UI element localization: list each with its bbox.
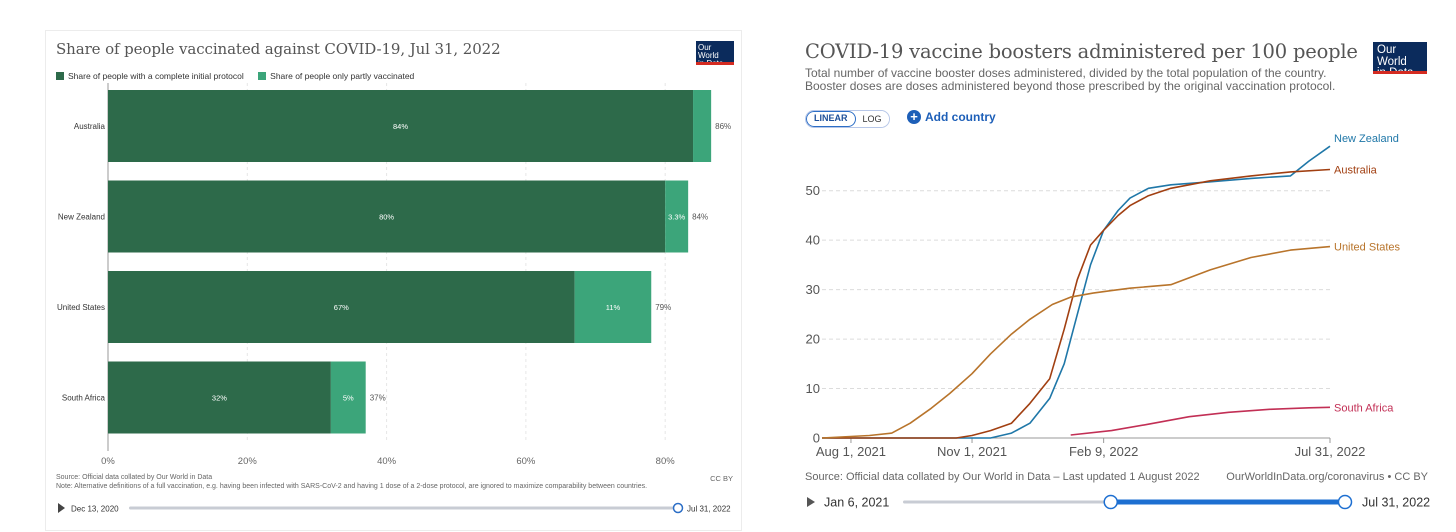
category-label: South Africa: [62, 394, 106, 403]
add-country-label: Add country: [925, 110, 996, 124]
note-text: Note: Alternative definitions of a full …: [56, 483, 648, 490]
timeline-handle[interactable]: [672, 502, 684, 514]
license-text: CC BY: [710, 474, 733, 483]
bar-value-label: 80%: [379, 213, 394, 222]
bar-segment[interactable]: [693, 90, 712, 162]
x-tick-label: Jul 31, 2022: [1295, 444, 1366, 459]
x-tick-label: 40%: [377, 456, 397, 467]
legend-item-complete[interactable]: Share of people with a complete initial …: [56, 71, 244, 81]
logo-line-1: Our World: [698, 43, 719, 60]
plus-icon: +: [907, 110, 921, 124]
bar-segment[interactable]: [574, 271, 652, 343]
timeline-end-handle[interactable]: [1337, 494, 1353, 510]
left-chart-panel: Share of people vaccinated against COVID…: [45, 30, 742, 531]
right-timeline: Jan 6, 2021 Jul 31, 2022: [805, 493, 1430, 511]
y-tick-label: 10: [806, 381, 820, 396]
category-label: United States: [57, 303, 105, 312]
scale-toggle: LINEAR LOG: [805, 110, 890, 128]
bar-value-label: 11%: [606, 303, 621, 312]
bar-segment[interactable]: [665, 180, 689, 253]
x-tick-label: 80%: [656, 456, 676, 467]
timeline-selected-range[interactable]: [1110, 499, 1345, 505]
owid-logo[interactable]: Our World in Data: [1373, 42, 1427, 79]
x-tick-label: 60%: [516, 456, 536, 467]
bar-total-label: 37%: [370, 394, 386, 403]
y-tick-label: 40: [806, 233, 820, 248]
legend-swatch: [258, 72, 267, 80]
bar-segment[interactable]: [108, 90, 694, 162]
x-tick-label: 0%: [101, 456, 115, 467]
bar-value-label: 5%: [343, 394, 354, 403]
legend-item-partial[interactable]: Share of people only partly vaccinated: [258, 71, 414, 81]
bar-value-label: 32%: [212, 394, 227, 403]
series-label[interactable]: United States: [1334, 242, 1401, 254]
category-label: New Zealand: [58, 213, 105, 222]
legend-label: Share of people only partly vaccinated: [270, 71, 415, 81]
category-label: Australia: [74, 122, 106, 131]
series-line[interactable]: [822, 145, 1331, 439]
series-label[interactable]: New Zealand: [1334, 133, 1399, 145]
y-tick-label: 50: [806, 183, 820, 198]
series-label[interactable]: Australia: [1334, 164, 1378, 176]
timeline-start-handle[interactable]: [1103, 494, 1118, 510]
bar-segment[interactable]: [108, 361, 331, 434]
x-tick-label: 20%: [238, 456, 258, 467]
timeline-start-label: Jan 6, 2021: [824, 496, 889, 510]
series-line[interactable]: [821, 245, 1331, 439]
bar-total-label: 79%: [655, 303, 671, 312]
x-tick-label: Aug 1, 2021: [816, 444, 886, 459]
bar-segment[interactable]: [330, 361, 366, 434]
bar-total-label: 84%: [692, 213, 708, 222]
stacked-bar-chart: 0% 20% 40% 60% 80% Australia 84% 86% New Zealand…: [57, 83, 731, 467]
timeline-end-label: Jul 31, 2022: [1362, 496, 1430, 510]
bar-value-label: 84%: [393, 122, 408, 131]
timeline-start-label: Dec 13, 2020: [71, 505, 119, 514]
legend-label: Share of people with a complete initial …: [68, 71, 244, 81]
right-chart-title: COVID-19 vaccine boosters administered p…: [805, 40, 1358, 63]
y-tick-label: 30: [806, 282, 820, 297]
owid-logo[interactable]: Our World in Data: [696, 41, 734, 68]
series-line[interactable]: [1070, 406, 1331, 436]
log-scale-button[interactable]: LOG: [855, 111, 889, 127]
play-icon[interactable]: [807, 497, 815, 507]
timeline-track[interactable]: [129, 506, 679, 510]
x-tick-label: Nov 1, 2021: [937, 444, 1007, 459]
chart-subtitle: Total number of vaccine booster doses ad…: [805, 66, 1336, 93]
bar-segment[interactable]: [108, 271, 575, 343]
add-country-button[interactable]: + Add country: [907, 110, 996, 124]
left-chart-title: Share of people vaccinated against COVID…: [56, 40, 501, 58]
source-link[interactable]: OurWorldInData.org/coronavirus • CC BY: [1226, 471, 1428, 483]
bar-value-label: 67%: [334, 303, 349, 312]
legend: Share of people with a complete initial …: [56, 71, 426, 82]
source-text: Source: Official data collated by Our Wo…: [805, 471, 1200, 483]
timeline-end-label: Jul 31, 2022: [687, 505, 731, 514]
source-text: Source: Official data collated by Our Wo…: [56, 474, 213, 481]
bar-value-label: 3.3%: [668, 213, 685, 222]
series-label[interactable]: South Africa: [1334, 402, 1394, 414]
logo-line-1: Our World: [1377, 44, 1407, 68]
left-timeline: Dec 13, 2020 Jul 31, 2022: [56, 501, 736, 515]
bar-total-label: 86%: [715, 122, 731, 131]
x-tick-label: Feb 9, 2022: [1069, 444, 1138, 459]
legend-swatch: [56, 72, 64, 80]
linear-scale-button[interactable]: LINEAR: [806, 111, 856, 127]
y-tick-label: 0: [813, 431, 820, 446]
play-icon[interactable]: [58, 503, 65, 513]
series-line[interactable]: [822, 168, 1331, 439]
y-tick-label: 20: [806, 332, 820, 347]
bar-segment[interactable]: [108, 180, 666, 253]
